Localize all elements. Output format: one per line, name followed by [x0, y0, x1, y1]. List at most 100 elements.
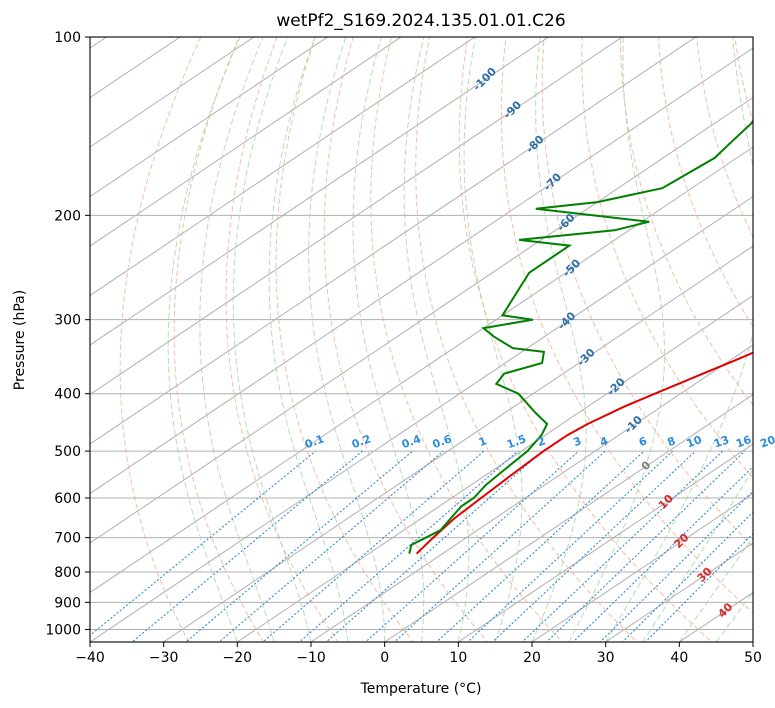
moist-adiabat	[715, 591, 753, 642]
dry-adiabat	[696, 37, 753, 238]
isotherm-line	[90, 37, 697, 445]
mixing-ratio-label: 10	[685, 433, 704, 451]
mixing-ratio-label: 1.5	[505, 432, 528, 451]
axes-layer: −40 −30 −20 −10 0 10 20 30 40 5010020030040050060…	[45, 30, 762, 666]
isotherm-line	[90, 37, 624, 396]
isotherm-line	[457, 443, 753, 642]
dry-adiabat	[119, 37, 202, 642]
y-tick-label: 200	[54, 208, 81, 224]
x-tick-label: 40	[670, 650, 688, 666]
isotherm-line	[90, 195, 753, 642]
mixing-ratio-label: 4	[598, 434, 610, 449]
isotherm-label: -20	[605, 375, 628, 398]
isotherm-line	[310, 344, 753, 642]
mixing-ratio-label: 6	[637, 434, 649, 449]
isotherm-line	[236, 294, 753, 642]
y-tick-label: 900	[54, 595, 81, 611]
x-tick-label: −40	[75, 650, 105, 666]
isotherm-line	[678, 591, 753, 642]
mixing-ratio-line	[393, 450, 606, 642]
mixing-ratio-label: 13	[712, 433, 731, 450]
mixing-ratio-label: 2	[535, 434, 547, 449]
isotherm-line	[90, 37, 550, 346]
moist-adiabat	[167, 37, 241, 642]
mixing-ratio-label: 1	[477, 434, 489, 449]
mixing-ratio-label: 0.1	[303, 432, 326, 451]
x-axis-label: Temperature (°C)	[360, 681, 482, 697]
isotherm-label: 40	[715, 600, 735, 620]
x-tick-label: 30	[597, 650, 615, 666]
mixing-ratio-label: 8	[666, 434, 678, 449]
x-tick-label: −30	[149, 650, 179, 666]
y-tick-label: 800	[54, 565, 81, 581]
dry-adiabat	[581, 37, 753, 479]
dry-adiabat	[541, 37, 753, 548]
dry-adiabat	[415, 37, 638, 642]
mixing-ratio-line	[185, 450, 413, 642]
mixing-ratio-line	[491, 450, 696, 642]
moist-adiabat	[308, 37, 386, 642]
isotherm-line	[90, 146, 753, 594]
y-tick-label: 600	[54, 491, 81, 507]
mixing-ratio-label: 20	[758, 433, 775, 451]
dry-adiabat	[225, 37, 339, 642]
temperature-line	[415, 351, 753, 555]
isotherm-label: -10	[622, 413, 645, 436]
isotherm-label: 10	[656, 492, 676, 512]
moist-adiabat	[605, 37, 753, 642]
isotherm-line	[90, 37, 476, 297]
mixing-ratio-label: 0.4	[400, 432, 423, 451]
dry-adiabat	[766, 0, 775, 656]
y-tick-label: 400	[54, 387, 81, 403]
x-tick-label: 10	[449, 650, 467, 666]
isotherm-line	[604, 542, 753, 642]
isotherm-line	[531, 492, 753, 642]
moist-adiabat	[568, 37, 665, 642]
x-tick-label: −10	[296, 650, 326, 666]
mixing-ratio-line	[131, 450, 363, 642]
dry-adiabat	[370, 37, 563, 642]
mixing-ratio-line	[364, 450, 580, 642]
mixing-ratio-line	[325, 450, 543, 642]
isotherm-line	[90, 37, 329, 198]
isotherm-line	[383, 393, 753, 642]
dry-adiabat	[658, 37, 753, 328]
mixing-ratio-line	[218, 450, 444, 642]
isotherm-label: -60	[554, 211, 577, 234]
moist-adiabat	[531, 37, 587, 642]
isotherm-label: -30	[575, 346, 598, 369]
isotherm-label: -90	[501, 98, 524, 121]
y-tick-label: 100	[54, 30, 81, 46]
isotherm-label: 30	[695, 565, 715, 585]
mixing-ratio-label: 16	[734, 433, 753, 451]
dry-adiabat	[458, 37, 713, 642]
y-tick-label: 300	[54, 313, 81, 329]
plot-frame	[89, 36, 754, 643]
isotherm-line	[90, 37, 182, 99]
mixing-ratio-line	[545, 450, 746, 642]
x-tick-label: 50	[744, 650, 762, 666]
mixing-ratio-label: 0.6	[431, 432, 454, 451]
series-layer	[408, 119, 753, 555]
moist-adiabat	[232, 37, 312, 642]
mixing-ratio-line	[572, 465, 753, 642]
mixing-ratio-line	[466, 450, 674, 642]
y-tick-label: 700	[54, 531, 81, 547]
isotherm-line	[90, 37, 255, 148]
mixing-ratio-line	[521, 450, 724, 642]
chart-title: wetPf2_S169.2024.135.01.01.C26	[276, 11, 565, 31]
y-tick-label: 500	[54, 444, 81, 460]
y-tick-label: 1000	[45, 622, 81, 638]
mixing-ratio-line	[90, 450, 317, 637]
isotherm-label: -50	[560, 256, 583, 279]
moist-adiabat	[268, 37, 349, 642]
isotherm-label: -80	[523, 132, 546, 155]
mixing-ratio-label: 3	[572, 434, 584, 449]
mixing-ratio-line	[435, 450, 645, 642]
moist-adiabat	[199, 37, 275, 642]
dewpoint-line	[408, 119, 753, 554]
mixing-ratio-line	[298, 450, 519, 642]
isotherm-line	[90, 47, 753, 495]
moist-adiabat	[403, 37, 470, 642]
